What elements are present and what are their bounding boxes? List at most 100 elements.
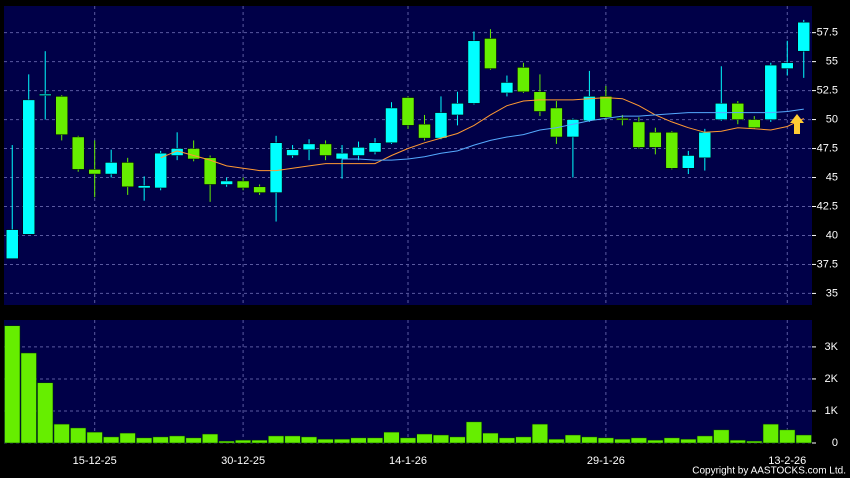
volume-bar	[746, 440, 763, 444]
volume-bar	[202, 433, 219, 444]
candle-body	[797, 21, 811, 52]
volume-bar	[465, 421, 482, 444]
candle-body	[319, 143, 332, 156]
volume-bar	[334, 438, 351, 444]
y-tick-label: 2K	[825, 373, 839, 385]
candle-body	[764, 64, 778, 120]
volume-bar	[251, 439, 268, 444]
volume-bar	[70, 427, 87, 444]
volume-bar	[367, 437, 384, 444]
candle-body	[5, 229, 19, 259]
volume-bar	[20, 352, 37, 444]
volume-bar	[597, 437, 614, 444]
volume-bar	[663, 437, 680, 444]
candle-body	[599, 96, 613, 118]
y-tick-label: 3K	[825, 341, 839, 353]
candle-body	[715, 103, 728, 120]
volume-bar	[564, 434, 581, 444]
candle-body	[451, 103, 464, 116]
volume-bar	[383, 431, 400, 444]
candle-body	[781, 62, 794, 69]
y-tick-label: 45	[826, 171, 838, 183]
y-tick-label: 42.5	[817, 200, 838, 212]
candle-body	[121, 162, 134, 188]
y-tick-label: 47.5	[817, 142, 838, 154]
volume-bar	[4, 325, 21, 444]
candle-body	[335, 152, 349, 160]
copyright: Copyright by AASTOCKS.com Ltd.	[692, 466, 846, 477]
volume-bar	[103, 436, 120, 444]
y-tick-label: 40	[826, 229, 838, 241]
volume-bar	[647, 439, 664, 444]
volume-bar	[548, 438, 565, 444]
volume-bar	[86, 431, 103, 444]
y-tick-label: 1K	[825, 405, 839, 417]
candle-body	[220, 180, 233, 185]
volume-bar	[729, 439, 746, 444]
x-tick-label: 30-12-25	[221, 455, 265, 467]
candle-body	[385, 107, 398, 144]
candle-body	[253, 186, 266, 193]
volume-bar	[713, 429, 730, 444]
volume-bar	[284, 435, 301, 444]
candle-body	[566, 119, 580, 138]
volume-bar	[482, 432, 499, 444]
candle-body	[616, 118, 629, 121]
volume-bar	[301, 436, 318, 444]
volume-bar	[581, 436, 598, 444]
candle-body	[731, 103, 745, 120]
candle-body	[632, 121, 646, 148]
candle-body	[352, 147, 365, 156]
candle-body	[137, 185, 151, 189]
volume-bar	[630, 437, 647, 444]
x-tick-label: 15-12-25	[73, 455, 117, 467]
candle-body	[302, 143, 316, 150]
candle-body	[368, 142, 382, 153]
arrow-icon	[790, 114, 804, 134]
candle-body	[517, 67, 530, 93]
candle-body	[22, 99, 35, 235]
volume-bar	[119, 432, 136, 444]
y-tick-label: 57.5	[817, 27, 838, 39]
y-tick-label: 52.5	[817, 85, 838, 97]
candle-body	[55, 96, 68, 135]
volume-bar	[449, 436, 466, 444]
y-tick-label: 55	[826, 56, 838, 68]
candle-body	[682, 155, 695, 169]
volume-bar	[136, 437, 153, 444]
volume-bar	[795, 434, 812, 444]
candle-body	[88, 169, 101, 175]
volume-bar	[531, 423, 548, 444]
candle-body	[269, 142, 283, 193]
candle-body	[203, 157, 217, 185]
ma-line	[342, 108, 804, 161]
candle-body	[484, 38, 497, 69]
volume-bar	[680, 438, 697, 444]
candle-body	[467, 40, 481, 104]
candle-body	[187, 148, 200, 160]
y-tick-label: 35	[826, 287, 838, 299]
x-tick-label: 14-1-26	[389, 455, 427, 467]
candle-body	[71, 136, 85, 170]
ma-line	[160, 97, 805, 172]
volume-bar	[432, 434, 449, 444]
candle-body	[104, 162, 118, 175]
volume-bar	[317, 438, 334, 444]
volume-bar	[218, 440, 235, 444]
candle-body	[170, 148, 184, 156]
volume-bar	[268, 435, 285, 444]
candle-body	[500, 82, 514, 94]
candle-body	[434, 112, 448, 139]
candle-body	[583, 96, 596, 121]
volume-bar	[169, 435, 186, 444]
volume-bar	[235, 439, 252, 444]
candle-body	[748, 119, 761, 128]
x-tick-label: 29-1-26	[587, 455, 625, 467]
candle-body	[38, 93, 52, 96]
volume-bar	[400, 437, 416, 444]
candle-body	[550, 107, 563, 138]
volume-bar	[762, 423, 779, 444]
volume-bar	[498, 437, 515, 444]
y-tick-label: 37.5	[817, 258, 838, 270]
